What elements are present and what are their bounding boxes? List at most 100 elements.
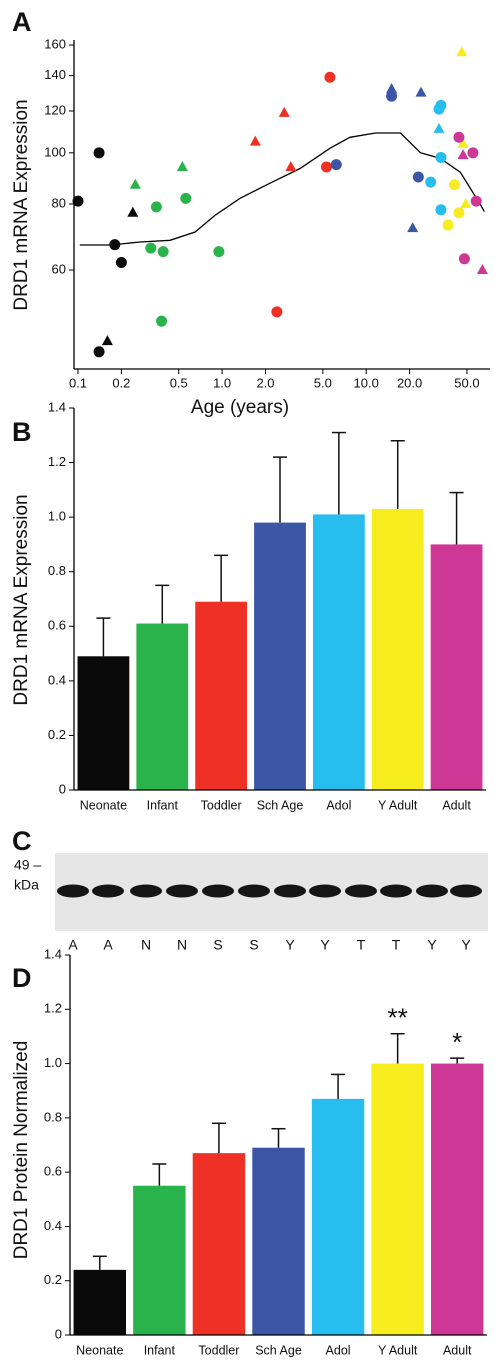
scatter-point bbox=[151, 201, 162, 212]
scatter-point bbox=[158, 246, 169, 257]
y-tick-label: 120 bbox=[44, 102, 66, 117]
y-axis-title: DRD1 mRNA Expression bbox=[11, 494, 32, 705]
scatter-triangle bbox=[127, 207, 138, 217]
lane-label: N bbox=[141, 937, 151, 953]
x-tick-label: Y Adult bbox=[378, 798, 418, 812]
scatter-point bbox=[449, 179, 460, 190]
x-tick-label: 20.0 bbox=[397, 375, 422, 390]
panel-letter: D bbox=[12, 963, 32, 993]
blot-band bbox=[450, 885, 482, 898]
x-axis-title: Age (years) bbox=[191, 397, 289, 418]
lane-label: T bbox=[392, 937, 401, 953]
blot-band bbox=[238, 885, 270, 898]
x-tick-label: Adult bbox=[443, 1343, 472, 1357]
blot-band bbox=[274, 885, 306, 898]
page: C 49 – kDa AANNSSYYTTYYADRD1 mRNA Expres… bbox=[0, 0, 495, 1363]
bar bbox=[312, 1099, 364, 1335]
x-tick-label: Toddler bbox=[198, 1343, 239, 1357]
blot-unit: kDa bbox=[14, 877, 39, 893]
blot-marker: 49 – bbox=[14, 857, 41, 873]
scatter-triangle bbox=[279, 107, 290, 117]
scatter-point bbox=[435, 204, 446, 215]
blot-band bbox=[202, 885, 234, 898]
x-tick-label: Toddler bbox=[201, 798, 242, 812]
scatter-point bbox=[434, 104, 445, 115]
scatter-point bbox=[453, 207, 464, 218]
y-tick-label: 1.0 bbox=[44, 1055, 62, 1070]
x-tick-label: Y Adult bbox=[378, 1343, 418, 1357]
y-tick-label: 0.4 bbox=[48, 672, 66, 687]
scatter-triangle bbox=[407, 222, 418, 232]
bar bbox=[136, 624, 188, 790]
y-tick-label: 1.2 bbox=[44, 1001, 62, 1016]
y-tick-label: 0.4 bbox=[44, 1218, 62, 1233]
x-tick-label: Infant bbox=[147, 798, 179, 812]
y-tick-label: 0.2 bbox=[44, 1272, 62, 1287]
scatter-triangle bbox=[130, 179, 141, 189]
lane-label: N bbox=[177, 937, 187, 953]
x-tick-label: 0.2 bbox=[112, 375, 130, 390]
x-tick-label: 1.0 bbox=[213, 375, 231, 390]
panel-letter: A bbox=[12, 7, 32, 37]
y-tick-label: 0.8 bbox=[48, 563, 66, 578]
scatter-point bbox=[459, 253, 470, 264]
y-tick-label: 60 bbox=[52, 261, 66, 276]
lane-label: S bbox=[249, 937, 258, 953]
blot-band bbox=[380, 885, 412, 898]
x-tick-label: Infant bbox=[144, 1343, 176, 1357]
lane-label: T bbox=[357, 937, 366, 953]
y-tick-label: 0.2 bbox=[48, 727, 66, 742]
scatter-triangle bbox=[386, 83, 397, 93]
x-tick-label: Adult bbox=[442, 798, 471, 812]
x-tick-label: Adol bbox=[326, 798, 351, 812]
scatter-point bbox=[443, 220, 454, 231]
scatter-point bbox=[471, 196, 482, 207]
x-tick-label: 0.5 bbox=[170, 375, 188, 390]
scatter-triangle bbox=[102, 335, 113, 345]
blot-band bbox=[166, 885, 198, 898]
panel-letter: C bbox=[12, 826, 32, 856]
y-tick-label: 0.8 bbox=[44, 1109, 62, 1124]
y-tick-label: 0.6 bbox=[48, 618, 66, 633]
lane-label: Y bbox=[320, 937, 330, 953]
scatter-triangle bbox=[458, 149, 469, 159]
bar bbox=[372, 509, 424, 790]
scatter-point bbox=[94, 147, 105, 158]
trend-curve bbox=[80, 133, 485, 245]
scatter-point bbox=[435, 152, 446, 163]
scatter-point bbox=[425, 177, 436, 188]
x-tick-label: 50.0 bbox=[454, 375, 479, 390]
scatter-triangle bbox=[434, 123, 445, 133]
blot-band bbox=[309, 885, 341, 898]
y-tick-label: 0.6 bbox=[44, 1164, 62, 1179]
bar bbox=[195, 602, 247, 790]
x-tick-label: Sch Age bbox=[255, 1343, 302, 1357]
scatter-point bbox=[213, 246, 224, 257]
blot-band bbox=[130, 885, 162, 898]
x-tick-label: 10.0 bbox=[354, 375, 379, 390]
y-tick-label: 160 bbox=[44, 36, 66, 51]
significance: * bbox=[452, 1027, 462, 1057]
scatter-point bbox=[413, 171, 424, 182]
scatter-point bbox=[321, 162, 332, 173]
scatter-point bbox=[331, 159, 342, 170]
x-tick-label: Neonate bbox=[76, 1343, 123, 1357]
bar bbox=[252, 1148, 304, 1335]
x-tick-label: 5.0 bbox=[314, 375, 332, 390]
bar bbox=[431, 1064, 483, 1335]
bar bbox=[254, 523, 306, 790]
lane-label: A bbox=[68, 937, 78, 953]
scatter-triangle bbox=[416, 87, 427, 97]
scatter-point bbox=[116, 257, 127, 268]
scatter-point bbox=[109, 239, 120, 250]
lane-label: A bbox=[103, 937, 113, 953]
scatter-point bbox=[156, 316, 167, 327]
scatter-point bbox=[453, 132, 464, 143]
bar bbox=[78, 656, 130, 790]
scatter-point bbox=[324, 72, 335, 83]
blot-band bbox=[92, 885, 124, 898]
scatter-triangle bbox=[177, 161, 188, 171]
panel-letter: B bbox=[12, 417, 32, 447]
scatter-point bbox=[73, 196, 84, 207]
lane-label: Y bbox=[461, 937, 471, 953]
